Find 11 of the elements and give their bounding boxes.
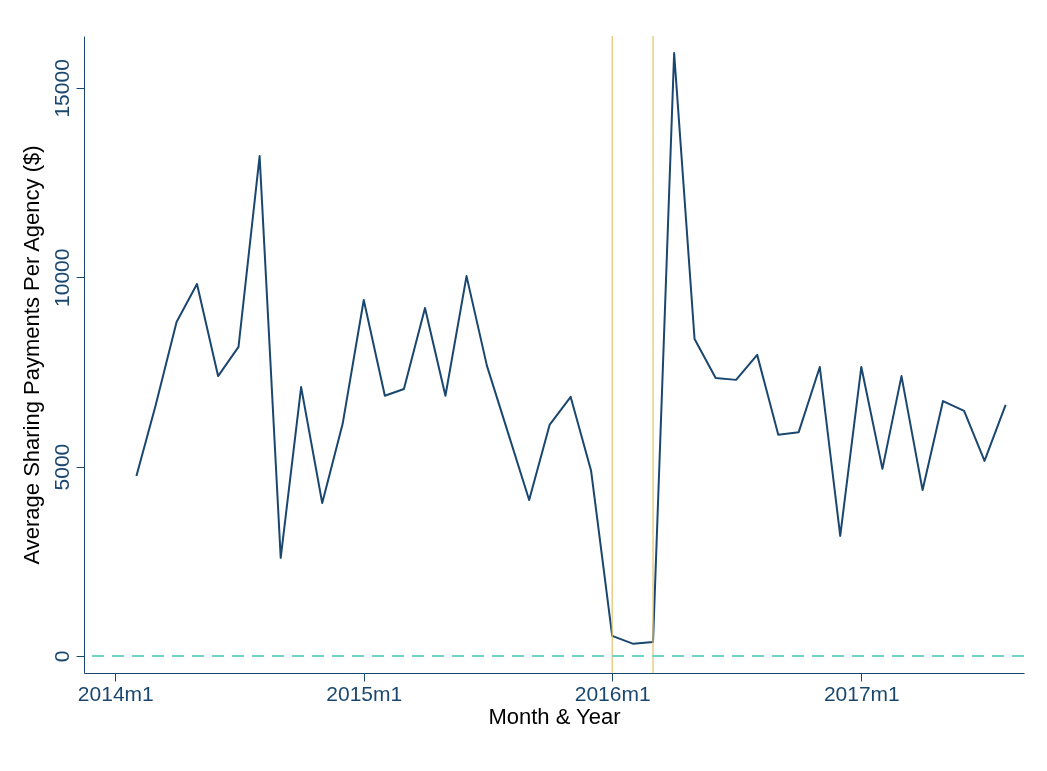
y-tick-label: 0	[49, 650, 73, 663]
y-tick-label: 15000	[49, 59, 73, 118]
x-tick-label: 2017m1	[823, 681, 900, 705]
y-tick-label: 5000	[49, 443, 73, 491]
y-tick-label: 10000	[49, 248, 73, 307]
x-axis-title: Month & Year	[488, 703, 621, 729]
x-tick-label: 2014m1	[77, 681, 154, 705]
x-tick-label: 2016m1	[574, 681, 651, 705]
x-tick-label: 2015m1	[326, 681, 403, 705]
line-series	[135, 52, 1007, 645]
y-axis-title: Average Sharing Payments Per Agency ($)	[18, 145, 44, 565]
